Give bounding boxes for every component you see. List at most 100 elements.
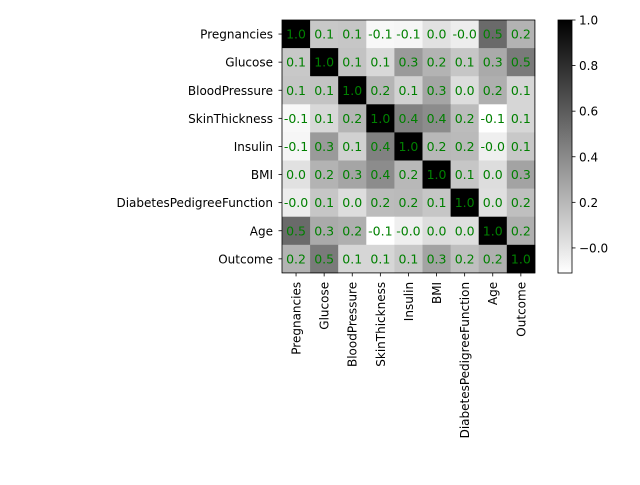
heatmap-cell-value-label: 1.0 [399,139,419,154]
heatmap-cell [478,216,508,246]
heatmap-cell [478,160,508,189]
heatmap-cell [478,48,508,77]
colorbar-tick-label: −0.0 [579,241,608,255]
heatmap-cell-value-label: 0.4 [399,111,419,126]
heatmap-cell [506,20,536,49]
heatmap-cell-value-label: 0.1 [399,251,419,266]
heatmap-cell [394,48,423,77]
y-tick-label: Age [250,224,273,238]
heatmap-cell [394,76,423,105]
heatmap-cell [422,104,451,133]
heatmap-cell-value-label: 0.3 [511,167,531,182]
heatmap-cell [506,132,536,161]
heatmap-cell [450,104,480,133]
heatmap-cell [422,188,451,218]
heatmap-cell-value-label: 1.0 [314,55,334,70]
heatmap-cell-value-label: 1.0 [370,111,390,126]
heatmap-cell [450,244,480,274]
y-tick-label: BMI [251,168,273,182]
x-tick-label: Insulin [402,282,416,321]
heatmap-cell-value-label: 0.1 [286,83,306,98]
heatmap-cell [506,48,536,77]
heatmap-cell [450,48,480,77]
heatmap-cell [366,48,395,77]
heatmap-cell [310,188,339,218]
heatmap-cell [310,20,339,49]
heatmap-cell [282,76,311,105]
heatmap-cell [394,20,423,49]
heatmap-cell-value-label: 0.1 [455,167,475,182]
heatmap-cell [450,188,480,218]
heatmap-cell-value-label: 0.0 [342,195,362,210]
heatmap-cell-value-label: -0.1 [368,223,392,238]
heatmap-cell [394,132,423,161]
heatmap-cell-value-label: 0.1 [427,195,447,210]
heatmap-cell [282,216,311,246]
heatmap-cell [394,104,423,133]
heatmap-cell-value-label: 0.2 [370,83,390,98]
x-tick-label: Outcome [514,282,528,337]
y-tick-label: Insulin [234,140,273,154]
heatmap-cell [422,244,451,274]
heatmap-cell-value-label: 1.0 [455,195,475,210]
colorbar-tick-label: 0.8 [579,59,598,73]
x-tick-label: Age [486,282,500,305]
heatmap-cell-value-label: 0.3 [342,167,362,182]
heatmap-cell [394,244,423,274]
heatmap-cell-value-label: 1.0 [427,167,447,182]
heatmap-cell [366,20,395,49]
heatmap-cell-value-label: 0.1 [511,111,531,126]
heatmap-cell-value-label: 0.0 [483,167,503,182]
heatmap-axes: Pregnancies Glucose BloodPressure SkinThick… [116,19,536,438]
heatmap-cell-value-label: 1.0 [511,251,531,266]
heatmap-cell [478,104,508,133]
heatmap-cell [338,76,367,105]
heatmap-cell-value-label: 0.2 [342,111,362,126]
heatmap-cell-value-label: 0.2 [399,167,419,182]
heatmap-cell-value-label: 0.2 [286,251,306,266]
heatmap-cell [506,104,536,133]
heatmap-cell [422,132,451,161]
heatmap-cell-value-label: 0.3 [427,83,447,98]
heatmap-cell [450,216,480,246]
heatmap-cell [366,216,395,246]
heatmap-cell-value-label: 0.1 [286,55,306,70]
heatmap-cell-value-label: 0.3 [314,223,334,238]
x-tick-label: Glucose [318,282,332,330]
heatmap-cell-value-label: 1.0 [483,223,503,238]
heatmap-cell [394,188,423,218]
heatmap-cell-value-label: 0.2 [511,223,531,238]
heatmap-cell [422,76,451,105]
heatmap-cell-value-label: -0.0 [481,139,505,154]
heatmap-cell [310,244,339,274]
heatmap-cell-value-label: 0.0 [427,27,447,42]
heatmap-cell [450,20,480,49]
heatmap-cell [506,188,536,218]
heatmap-cell-value-label: 0.1 [314,195,334,210]
heatmap-cell [338,188,367,218]
heatmap-cell-value-label: 0.4 [427,111,447,126]
heatmap-cell [310,132,339,161]
heatmap-cell-value-label: 0.1 [314,83,334,98]
heatmap-cell-value-label: 0.5 [483,27,503,42]
heatmap-cell [478,188,508,218]
y-tick-label: Glucose [225,56,273,70]
heatmap-cell [310,48,339,77]
heatmap-cell [366,244,395,274]
heatmap-cell [310,76,339,105]
heatmap-cell [282,188,311,218]
x-tick-label: Pregnancies [290,282,304,355]
y-tick-label: Pregnancies [200,28,273,42]
heatmap-cell [366,76,395,105]
heatmap-cell-value-label: -0.1 [481,111,505,126]
heatmap-cell-value-label: 0.1 [342,139,362,154]
heatmap-cell [394,160,423,189]
heatmap-cell-value-label: -0.1 [284,111,308,126]
heatmap-cell [506,76,536,105]
heatmap-cell-value-label: 0.2 [455,139,475,154]
heatmap-cell [478,244,508,274]
x-tick-label: BloodPressure [346,282,360,367]
heatmap-cell-value-label: 0.1 [342,27,362,42]
heatmap-cell [282,132,311,161]
